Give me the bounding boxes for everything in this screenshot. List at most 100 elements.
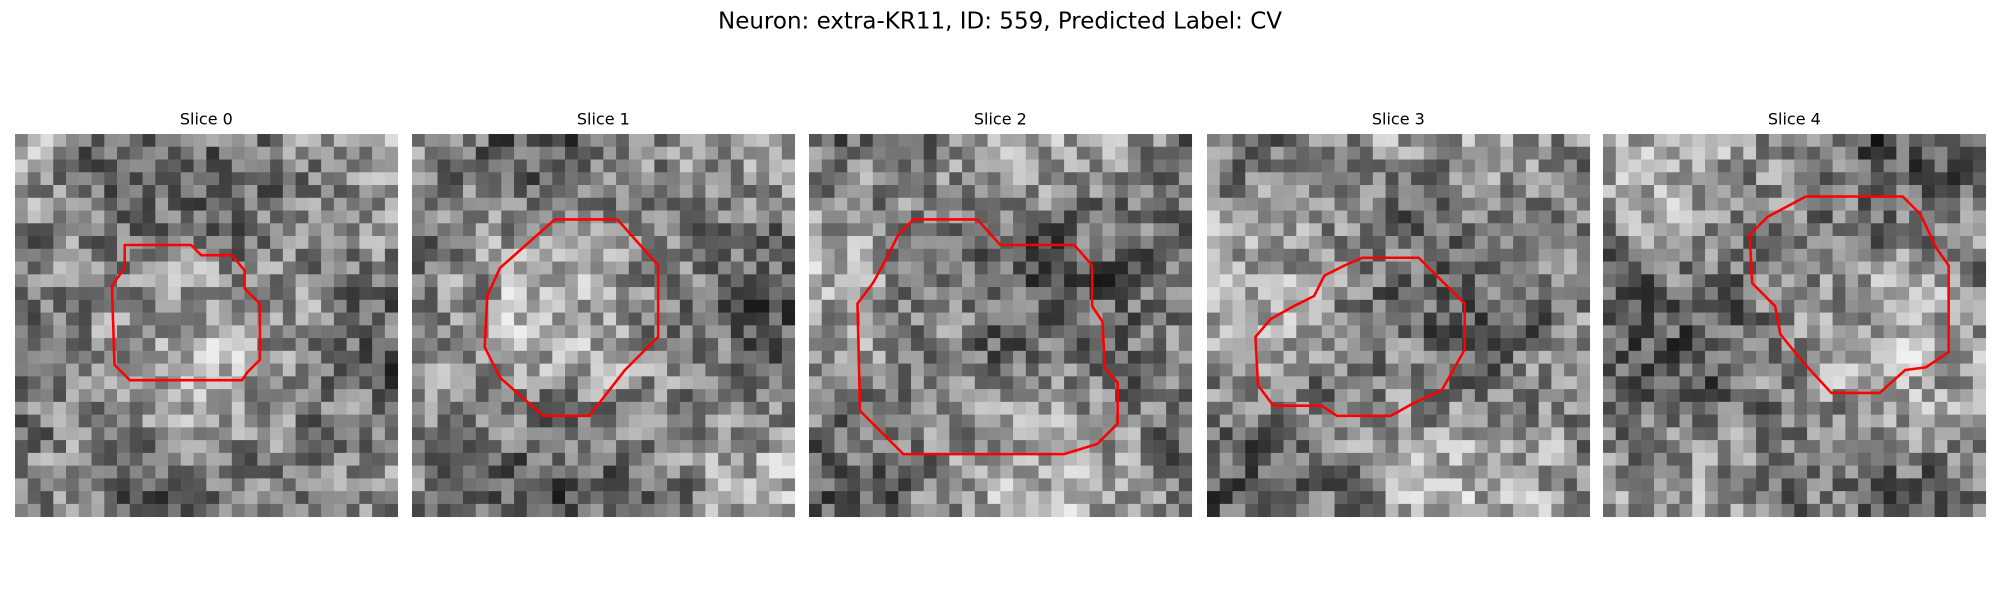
pixel xyxy=(372,350,386,364)
pixel xyxy=(1628,363,1642,377)
pixel xyxy=(539,478,553,492)
pixel xyxy=(1296,376,1310,390)
pixel xyxy=(834,414,848,428)
pixel xyxy=(104,287,118,301)
pixel xyxy=(1372,401,1386,415)
pixel xyxy=(1628,491,1642,505)
pixel xyxy=(384,427,399,441)
pixel xyxy=(1283,236,1297,250)
pixel xyxy=(1705,185,1719,199)
pixel xyxy=(730,236,745,250)
pixel xyxy=(475,465,489,479)
pixel xyxy=(987,185,1001,199)
pixel xyxy=(539,134,553,148)
pixel xyxy=(1819,440,1833,454)
pixel xyxy=(155,248,169,262)
pixel xyxy=(552,376,566,390)
pixel xyxy=(231,440,245,454)
pixel xyxy=(705,363,719,377)
pixel xyxy=(1576,312,1591,326)
pixel xyxy=(936,261,950,275)
pixel xyxy=(1219,427,1233,441)
pixel xyxy=(1679,248,1693,262)
pixel xyxy=(1883,363,1897,377)
pixel xyxy=(1051,465,1065,479)
pixel xyxy=(117,478,131,492)
pixel xyxy=(475,389,489,403)
pixel xyxy=(1794,299,1808,313)
pixel xyxy=(1347,223,1361,237)
pixel xyxy=(117,465,131,479)
pixel xyxy=(1385,172,1399,186)
pixel xyxy=(501,210,515,224)
pixel xyxy=(872,503,886,518)
pixel xyxy=(809,389,823,403)
pixel xyxy=(809,146,823,160)
pixel xyxy=(66,503,80,518)
pixel xyxy=(193,427,207,441)
pixel xyxy=(1858,350,1872,364)
pixel xyxy=(1474,312,1488,326)
pixel xyxy=(1717,299,1731,313)
pixel xyxy=(384,223,399,237)
pixel xyxy=(91,146,105,160)
pixel xyxy=(860,236,874,250)
pixel xyxy=(321,159,335,173)
pixel xyxy=(1462,287,1476,301)
pixel xyxy=(1385,427,1399,441)
pixel xyxy=(129,223,143,237)
pixel xyxy=(1500,478,1514,492)
pixel xyxy=(1615,134,1629,148)
pixel xyxy=(129,185,143,199)
pixel xyxy=(1385,363,1399,377)
pixel xyxy=(590,503,604,518)
pixel xyxy=(155,452,169,467)
pixel xyxy=(129,503,143,518)
pixel xyxy=(346,299,360,313)
pixel xyxy=(193,210,207,224)
pixel xyxy=(1909,414,1923,428)
pixel xyxy=(308,210,322,224)
pixel xyxy=(1321,363,1335,377)
pixel xyxy=(308,172,322,186)
pixel xyxy=(1743,465,1757,479)
pixel xyxy=(526,223,540,237)
pixel xyxy=(1296,287,1310,301)
pixel xyxy=(1883,312,1897,326)
pixel xyxy=(15,185,29,199)
pixel xyxy=(1347,401,1361,415)
pixel xyxy=(27,427,41,441)
pixel xyxy=(1245,503,1259,518)
pixel xyxy=(219,427,233,441)
pixel xyxy=(809,159,823,173)
pixel xyxy=(565,236,579,250)
pixel xyxy=(1832,197,1846,211)
pixel xyxy=(475,248,489,262)
pixel xyxy=(450,287,464,301)
pixel xyxy=(565,401,579,415)
pixel xyxy=(282,401,296,415)
pixel xyxy=(1705,146,1719,160)
pixel xyxy=(667,274,681,288)
pixel xyxy=(923,134,937,148)
pixel xyxy=(333,248,348,262)
pixel xyxy=(1270,350,1284,364)
pixel xyxy=(244,312,258,326)
pixel xyxy=(1641,401,1655,415)
pixel xyxy=(168,185,182,199)
pixel xyxy=(117,223,131,237)
pixel xyxy=(257,261,271,275)
pixel xyxy=(872,223,886,237)
pixel xyxy=(91,325,105,339)
pixel xyxy=(295,299,309,313)
pixel xyxy=(244,274,258,288)
pixel xyxy=(1038,427,1052,441)
pixel xyxy=(155,159,169,173)
pixel xyxy=(1768,427,1782,441)
pixel xyxy=(1768,465,1782,479)
pixel xyxy=(193,223,207,237)
pixel xyxy=(219,491,233,505)
pixel xyxy=(1705,465,1719,479)
pixel xyxy=(949,159,963,173)
pixel xyxy=(1807,274,1821,288)
